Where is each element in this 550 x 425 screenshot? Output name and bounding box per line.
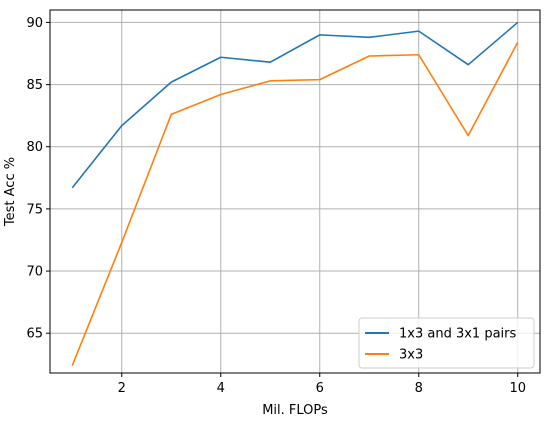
x-axis-ticks: 2 4 6 8 10 <box>118 373 526 396</box>
legend-label-series-2: 3x3 <box>399 348 423 363</box>
legend-label-series-1: 1x3 and 3x1 pairs <box>399 327 517 342</box>
grid <box>50 10 540 373</box>
y-axis-ticks: 65 70 75 80 85 90 <box>26 16 50 342</box>
legend: 1x3 and 3x1 pairs 3x3 <box>358 317 535 369</box>
y-tick-label: 80 <box>26 140 43 155</box>
series-line-2 <box>71 41 519 366</box>
y-tick-label: 70 <box>26 265 43 280</box>
legend-box <box>358 317 535 369</box>
series-lines <box>71 21 519 366</box>
x-tick-label: 8 <box>415 381 423 396</box>
x-tick-label: 6 <box>316 381 324 396</box>
y-tick-label: 75 <box>26 202 43 217</box>
y-axis-label: Test Acc % <box>3 157 18 227</box>
y-tick-label: 65 <box>26 327 43 342</box>
y-tick-label: 85 <box>26 78 43 93</box>
y-tick-label: 90 <box>26 16 43 31</box>
x-tick-label: 10 <box>509 381 526 396</box>
x-axis-label: Mil. FLOPs <box>262 403 328 418</box>
x-tick-label: 4 <box>217 381 225 396</box>
plot-area-frame <box>49 9 541 374</box>
series-line-1 <box>71 21 519 189</box>
x-tick-label: 2 <box>118 381 126 396</box>
